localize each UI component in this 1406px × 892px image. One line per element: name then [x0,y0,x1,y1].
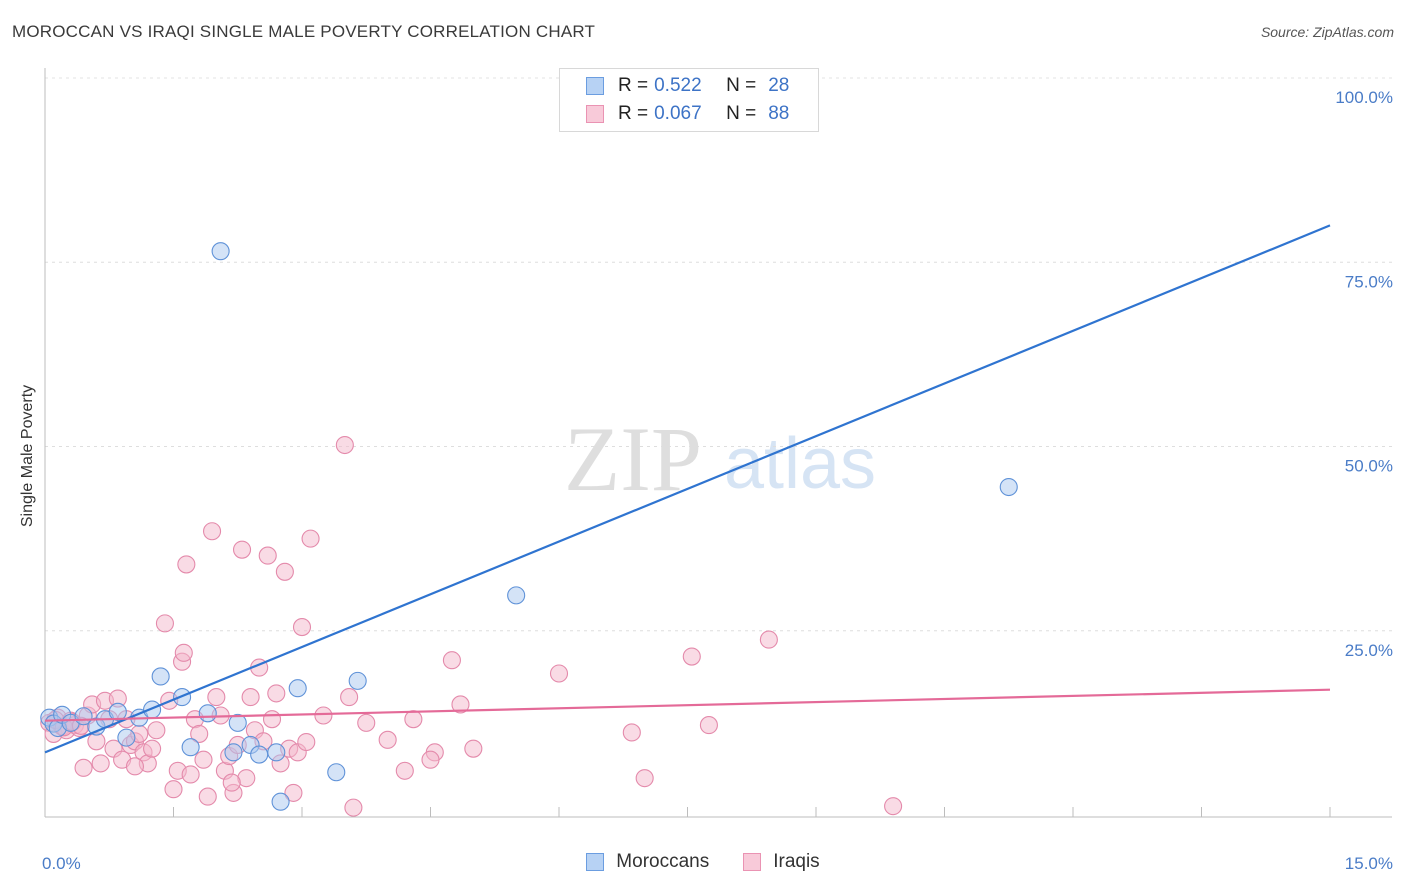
moroccan-point [348,671,367,690]
moroccan-point [267,743,286,762]
iraqi-point [262,710,282,729]
y-tick-label: 25.0% [1345,641,1393,660]
axes [44,68,1392,818]
moroccan-point [224,743,243,762]
legend-r-value: 0.067 [654,103,702,124]
legend-n-label: N = [726,75,757,96]
iraqi-point [198,787,217,806]
legend-swatch-moroccans [586,853,605,871]
legend-n-label: N = [726,103,757,124]
iraqi-point [174,643,193,662]
moroccan-point [151,667,170,686]
iraqi-point [125,757,144,776]
legend-item-iraqis[interactable]: Iraqis [743,851,820,873]
iraqi-point [267,684,286,703]
iraqi-point [207,688,226,707]
iraqi-point [442,651,461,670]
iraqi-point [421,750,440,769]
iraqi-point [759,630,778,649]
watermark-zip: ZIP [564,408,702,510]
legend-n-value: 28 [768,75,790,96]
y-tick-label: 100.0% [1335,88,1393,107]
series-legend: Moroccans Iraqis [0,851,1406,873]
iraqi-point [378,730,397,749]
iraqi-point [241,688,260,707]
moroccan-point [228,713,247,732]
legend-n-value: 88 [768,103,790,124]
iraqi-point [222,773,241,792]
iraqi-point [91,754,110,773]
trend-line-iraqis [44,688,1331,722]
legend-r-label: R = [618,75,649,96]
series-iraqis-points [40,435,903,817]
trend-line-moroccans [44,224,1331,754]
iraqi-point [301,529,320,548]
iraqi-point [395,761,414,780]
moroccan-point [250,745,269,764]
moroccan-point [198,704,217,723]
iraqi-point [451,695,470,714]
iraqi-point [177,555,196,574]
iraqi-point [699,716,718,735]
legend-item-moroccans[interactable]: Moroccans [586,851,709,873]
moroccan-point [108,702,127,721]
iraqi-point [143,739,162,758]
iraqi-point [194,750,213,769]
iraqi-point [549,664,569,683]
iraqi-point [622,723,641,742]
iraqi-point [357,713,376,732]
series-moroccans-points [40,242,1018,811]
legend-label-moroccans: Moroccans [616,851,710,872]
legend-swatch-moroccans [586,77,604,95]
iraqi-point [74,758,93,777]
iraqi-point [232,540,252,559]
trend-lines [44,224,1331,754]
chart-source: Source: ZipAtlas.com [1260,24,1394,40]
iraqi-point [155,614,174,633]
legend-label-iraqis: Iraqis [773,851,820,872]
legend-row-iraqis: R = 0.067 N = 88 [586,100,789,128]
legend-swatch-iraqis [586,105,604,123]
moroccan-point [288,679,307,698]
legend-r-label: R = [618,103,649,124]
iraqi-point [314,706,333,725]
iraqi-point [147,721,166,740]
moroccan-point [507,586,526,605]
x-tick-label: 0.0% [42,854,81,873]
iraqi-point [884,797,903,816]
moroccan-point [271,792,290,811]
iraqi-point [340,688,359,707]
tick-labels: 100.0% 75.0% 50.0% 25.0% 0.0% 15.0% [42,88,1393,873]
iraqi-point [635,769,654,788]
iraqi-point [344,798,363,817]
y-tick-label: 75.0% [1345,272,1393,291]
legend-row-moroccans: R = 0.522 N = 28 [586,72,789,100]
y-tick-label: 50.0% [1345,457,1393,476]
correlation-legend: R = 0.522 N = 28 R = 0.067 N = 88 [559,68,819,132]
moroccan-point [327,763,346,782]
x-tick-label: 15.0% [1345,854,1393,873]
iraqi-point [335,435,354,455]
iraqi-point [297,732,316,752]
iraqi-point [164,780,183,799]
iraqi-point [190,724,209,743]
moroccan-point [117,728,136,747]
iraqi-point [275,562,294,581]
iraqi-point [203,522,222,541]
iraqi-point [258,546,277,565]
iraqi-point [284,783,303,802]
iraqi-point [682,647,701,666]
iraqi-point [292,618,312,637]
legend-swatch-iraqis [743,853,762,871]
moroccan-point [211,242,230,261]
legend-r-value: 0.522 [654,75,702,96]
iraqi-point [181,765,200,784]
moroccan-point [999,477,1018,497]
chart-title: MOROCCAN VS IRAQI SINGLE MALE POVERTY CO… [12,22,596,41]
iraqi-point [404,710,423,729]
iraqi-point [464,739,483,758]
moroccan-point [181,738,200,757]
